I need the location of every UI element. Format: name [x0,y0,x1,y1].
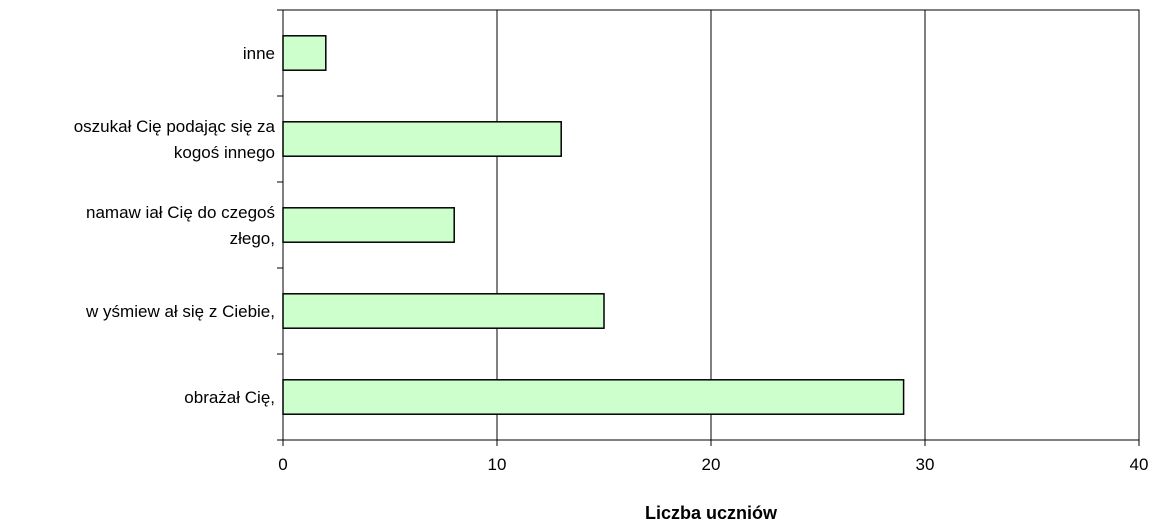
bar-3 [282,293,605,329]
category-label-2: złego, [230,229,275,248]
x-tick-label-30: 30 [916,455,935,474]
bar-4 [282,379,905,415]
bar-2 [282,207,455,243]
category-label-2: namaw iał Cię do czegoś [86,203,275,222]
bars [282,35,905,415]
x-tick-label-20: 20 [702,455,721,474]
x-tick-labels: 0 10 20 30 40 [278,455,1148,474]
x-tick-label-40: 40 [1130,455,1149,474]
category-label-3: w yśmiew ał się z Ciebie, [85,302,275,321]
grid-lines [496,10,926,440]
x-axis-title: Liczba uczniów [645,503,778,523]
category-label-0: inne [243,44,275,63]
category-label-4: obrażał Cię, [184,388,275,407]
category-label-1: oszukał Cię podając się za [74,117,276,136]
x-tick-label-0: 0 [278,455,287,474]
bar-1 [282,121,562,157]
axes [277,9,1140,446]
x-tick-label-10: 10 [488,455,507,474]
bar-0 [282,35,327,71]
category-labels: inne oszukał Cię podając się za kogoś inne… [74,44,276,407]
category-label-1: kogoś innego [174,143,275,162]
